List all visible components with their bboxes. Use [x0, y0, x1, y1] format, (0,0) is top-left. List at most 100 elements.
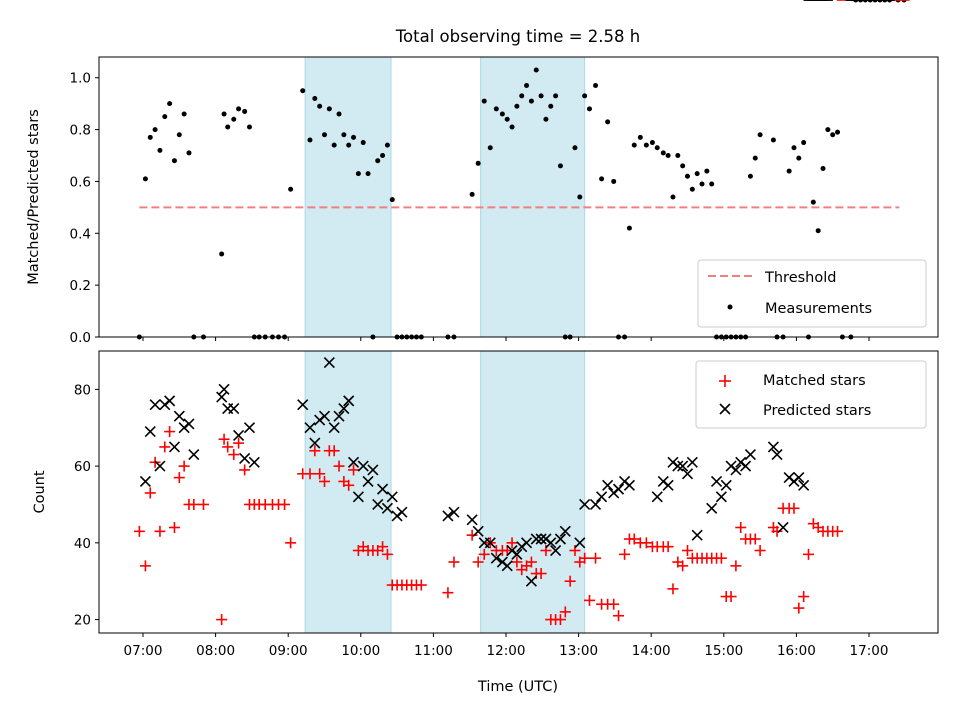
- matched-point: [619, 548, 631, 560]
- measurement-point: [162, 114, 168, 120]
- measurement-point: [519, 93, 525, 99]
- x-tick-label: 15:00: [704, 643, 743, 659]
- matched-point: [285, 537, 297, 549]
- predicted-point: [767, 441, 779, 453]
- measurement-point: [704, 168, 710, 174]
- predicted-point: [579, 498, 591, 511]
- measurement-point: [469, 191, 475, 197]
- matched-point: [628, 533, 640, 545]
- matched-point: [478, 548, 490, 560]
- matched-point: [159, 441, 171, 453]
- matched-point: [239, 464, 251, 476]
- measurement-point: [815, 228, 821, 234]
- shaded-interval-1: [304, 350, 392, 634]
- measurement-point: [611, 178, 617, 184]
- predicted-point: [333, 410, 345, 422]
- measurement-point: [626, 225, 632, 231]
- measurement-point: [300, 88, 306, 94]
- matched-point: [328, 445, 340, 457]
- predicted-point: [318, 410, 331, 422]
- measurement-point: [665, 153, 671, 159]
- predicted-point: [771, 449, 783, 461]
- measurement-point: [689, 186, 695, 192]
- x-tick-label: 11:00: [414, 643, 453, 659]
- predicted-point: [798, 479, 810, 491]
- predicted-point: [589, 498, 602, 511]
- predicted-point: [352, 491, 364, 503]
- matched-point: [735, 521, 747, 533]
- matched-point: [725, 591, 737, 603]
- matched-point: [525, 556, 537, 568]
- measurement-point: [346, 142, 352, 148]
- matched-point: [173, 472, 185, 484]
- matched-point: [198, 498, 209, 510]
- shaded-interval-2: [480, 56, 586, 338]
- matched-point: [188, 498, 200, 510]
- matched-point: [348, 464, 360, 476]
- predicted-point: [372, 498, 384, 511]
- predicted-point: [377, 483, 389, 495]
- predicted-point: [168, 441, 181, 453]
- matched-point: [218, 433, 230, 445]
- measurement-point: [509, 124, 515, 130]
- measurement-point: [757, 132, 763, 138]
- predicted-point: [501, 560, 513, 572]
- predicted-point: [662, 479, 674, 491]
- measurement-point: [791, 145, 797, 151]
- measurement-point: [572, 145, 578, 151]
- measurement-point: [709, 181, 715, 187]
- y-tick-label: 40: [74, 536, 91, 552]
- top-panel: 0.0 0.2 0.4 0.6 0.8 1.0 Matched/Predicted sta…: [26, 0, 939, 346]
- matched-point: [222, 441, 234, 453]
- x-tick-label: 10:00: [341, 643, 380, 659]
- measurement-point: [660, 150, 666, 156]
- legend-predicted-marker: [719, 403, 731, 415]
- predicted-point: [328, 422, 340, 434]
- predicted-point: [396, 506, 408, 518]
- measurement-point: [288, 186, 294, 192]
- x-tick-label: 17:00: [850, 643, 889, 659]
- measurement-point: [835, 129, 841, 135]
- matched-point: [144, 487, 156, 499]
- measurement-point: [312, 95, 318, 101]
- predicted-point: [651, 491, 663, 503]
- series-matched-stars: [133, 0, 910, 626]
- measurement-point: [528, 98, 534, 104]
- measurement-point: [548, 103, 554, 109]
- predicted-point: [149, 399, 161, 411]
- predicted-point: [239, 452, 251, 464]
- x-tick-label: 09:00: [269, 643, 308, 659]
- predicted-point: [715, 491, 727, 503]
- predicted-point: [554, 533, 567, 545]
- matched-point: [233, 437, 245, 449]
- measurement-point: [553, 93, 559, 99]
- measurement-point: [752, 155, 758, 161]
- predicted-point: [216, 391, 228, 403]
- measurement-point: [825, 127, 831, 133]
- measurement-point: [360, 140, 366, 146]
- matched-point: [442, 587, 454, 599]
- matched-point: [579, 552, 591, 564]
- predicted-point: [612, 483, 625, 495]
- measurement-point: [801, 140, 807, 146]
- measurement-point: [670, 194, 676, 200]
- measurement-point: [538, 93, 544, 99]
- matched-point: [343, 479, 355, 491]
- measurement-point: [543, 116, 549, 122]
- matched-point: [590, 552, 602, 564]
- predicted-point: [525, 575, 537, 587]
- predicted-point: [338, 402, 350, 415]
- measurement-point: [481, 98, 487, 104]
- predicted-point: [304, 422, 316, 434]
- measurement-point: [167, 101, 173, 107]
- legend-predicted-label: Predicted stars: [763, 403, 871, 419]
- predicted-point: [218, 383, 230, 395]
- matched-point: [662, 541, 674, 553]
- series-measurements: [136, 0, 907, 340]
- matched-point: [583, 594, 595, 606]
- matched-point: [730, 560, 742, 572]
- matched-point: [559, 606, 571, 618]
- measurement-point: [694, 171, 700, 177]
- legend-matched-label: Matched stars: [763, 373, 866, 389]
